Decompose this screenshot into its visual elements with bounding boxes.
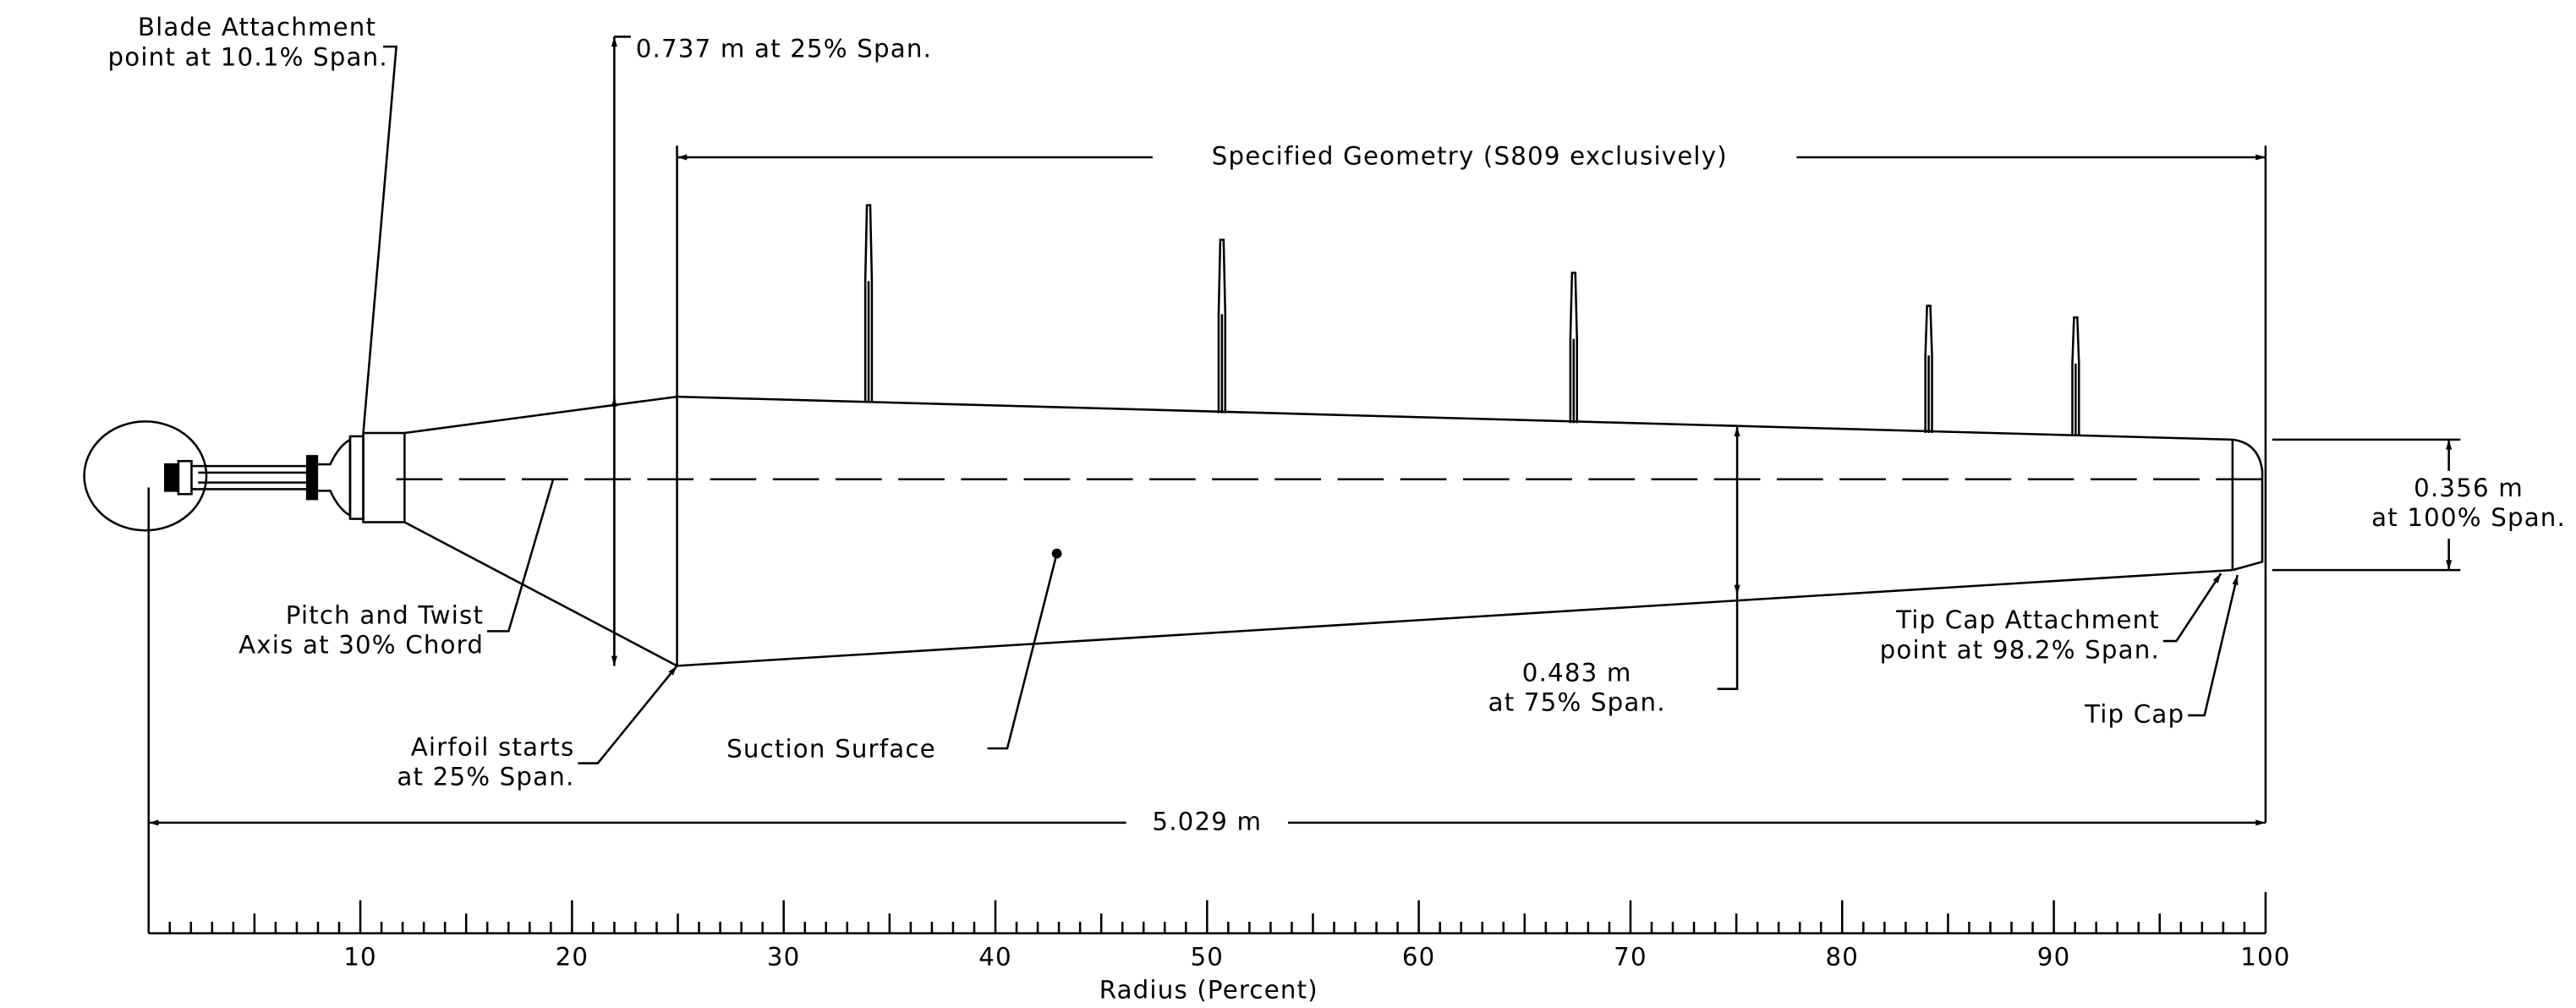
annotation: Specified Geometry (S809 exclusively)	[1212, 141, 1728, 170]
tick-label: 60	[1402, 942, 1436, 971]
tick-label: 70	[1614, 942, 1647, 971]
tick-label: 100	[2240, 942, 2290, 971]
annotation: point at 10.1% Span.	[108, 42, 388, 71]
annotation: Suction Surface	[726, 734, 936, 763]
annotation: 0.483 m	[1522, 659, 1632, 688]
annotation: Tip Cap Attachment	[1895, 605, 2160, 634]
annotation: 0.356 m	[2414, 474, 2524, 502]
tick-label: 50	[1191, 942, 1225, 971]
annotation: Tip Cap	[2084, 699, 2184, 728]
annotation: at 75% Span.	[1488, 688, 1666, 717]
tick-label: 40	[978, 942, 1012, 971]
annotation: Pitch and Twist	[286, 600, 484, 629]
tick-label: 80	[1825, 942, 1859, 971]
tick-label: 10	[343, 942, 377, 971]
leaders	[362, 45, 2239, 764]
section-spikes	[863, 204, 2080, 436]
annotation: Axis at 30% Chord	[238, 630, 484, 659]
tick-label: 20	[556, 942, 589, 971]
annotation: 0.737 m at 25% Span.	[636, 35, 932, 63]
dimensions	[147, 36, 2461, 934]
annotation: at 100% Span.	[2371, 503, 2566, 532]
annotation: at 25% Span.	[397, 763, 574, 792]
radius-axis: Radius (Percent) 10 20 30 40 50 60 70 80 90 100	[148, 891, 2290, 1005]
annotation: Airfoil starts	[411, 732, 575, 761]
blade-outline	[83, 395, 2266, 667]
axis-label: Radius (Percent)	[1099, 976, 1318, 1005]
tick-label: 90	[2037, 942, 2071, 971]
tick-label: 30	[767, 942, 801, 971]
annotation: point at 98.2% Span.	[1880, 635, 2160, 664]
annotation: Blade Attachment	[138, 13, 376, 41]
annotation: 5.029 m	[1152, 807, 1262, 835]
